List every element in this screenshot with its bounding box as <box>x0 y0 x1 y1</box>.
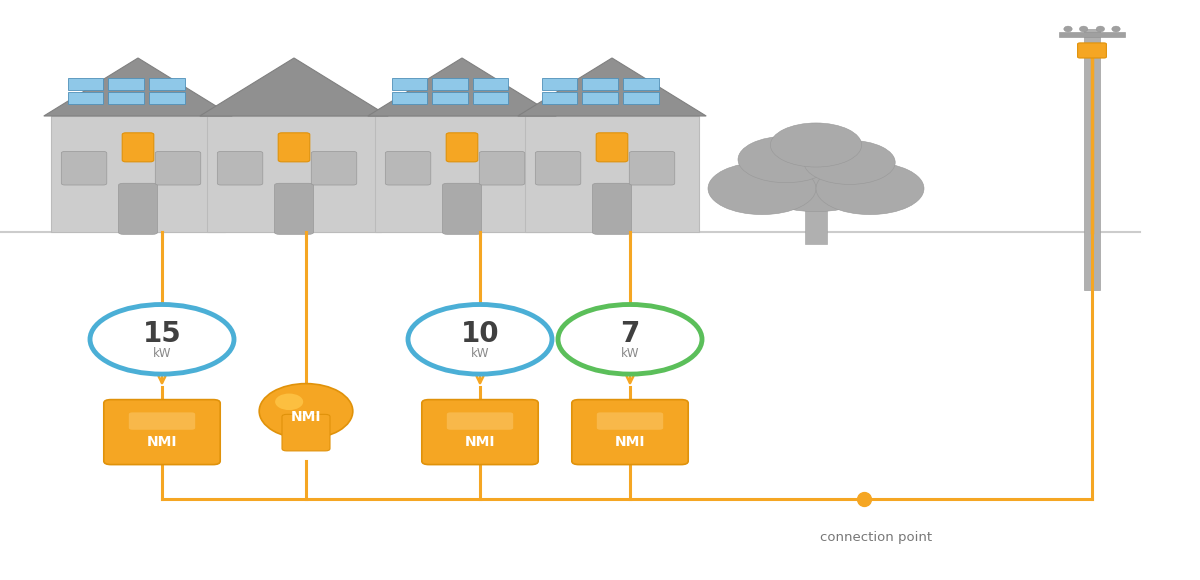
FancyBboxPatch shape <box>422 400 539 465</box>
Text: 10: 10 <box>461 320 499 348</box>
Text: kW: kW <box>470 347 490 360</box>
FancyBboxPatch shape <box>52 116 226 232</box>
FancyBboxPatch shape <box>446 412 514 430</box>
Ellipse shape <box>1080 26 1088 32</box>
FancyBboxPatch shape <box>541 92 577 104</box>
FancyBboxPatch shape <box>108 78 144 90</box>
FancyBboxPatch shape <box>473 92 509 104</box>
FancyBboxPatch shape <box>282 414 330 451</box>
FancyBboxPatch shape <box>391 92 427 104</box>
FancyBboxPatch shape <box>473 78 509 90</box>
Text: 15: 15 <box>143 320 181 348</box>
FancyBboxPatch shape <box>61 151 107 185</box>
Text: kW: kW <box>620 347 640 360</box>
FancyBboxPatch shape <box>629 151 674 185</box>
FancyBboxPatch shape <box>385 151 431 185</box>
Text: NMI: NMI <box>464 435 496 449</box>
FancyBboxPatch shape <box>526 116 698 232</box>
Circle shape <box>558 304 702 374</box>
FancyBboxPatch shape <box>572 400 689 465</box>
FancyBboxPatch shape <box>596 133 628 162</box>
Text: 7: 7 <box>620 320 640 348</box>
FancyBboxPatch shape <box>541 78 577 90</box>
Bar <box>1060 32 1126 37</box>
Ellipse shape <box>275 393 304 410</box>
Polygon shape <box>368 58 557 116</box>
Text: kW: kW <box>152 347 172 360</box>
FancyBboxPatch shape <box>582 92 618 104</box>
Bar <box>805 194 827 244</box>
Polygon shape <box>44 58 233 116</box>
FancyBboxPatch shape <box>275 183 313 234</box>
Circle shape <box>708 162 816 215</box>
FancyBboxPatch shape <box>623 92 659 104</box>
Circle shape <box>804 140 895 184</box>
FancyBboxPatch shape <box>149 92 185 104</box>
Text: NMI: NMI <box>290 409 322 423</box>
Circle shape <box>816 162 924 215</box>
Polygon shape <box>518 58 706 116</box>
FancyBboxPatch shape <box>582 78 618 90</box>
Circle shape <box>408 304 552 374</box>
FancyBboxPatch shape <box>623 78 659 90</box>
Ellipse shape <box>1111 26 1121 32</box>
FancyBboxPatch shape <box>155 151 200 185</box>
FancyBboxPatch shape <box>593 183 631 234</box>
FancyBboxPatch shape <box>278 133 310 162</box>
FancyBboxPatch shape <box>535 151 581 185</box>
FancyBboxPatch shape <box>1078 43 1106 58</box>
FancyBboxPatch shape <box>149 78 185 90</box>
FancyBboxPatch shape <box>596 412 664 430</box>
FancyBboxPatch shape <box>374 116 550 232</box>
FancyBboxPatch shape <box>119 183 157 234</box>
Circle shape <box>738 136 834 183</box>
FancyBboxPatch shape <box>128 412 196 430</box>
FancyBboxPatch shape <box>432 92 468 104</box>
FancyBboxPatch shape <box>217 151 263 185</box>
Bar <box>1085 29 1099 290</box>
Polygon shape <box>199 58 389 116</box>
Text: NMI: NMI <box>146 435 178 449</box>
FancyBboxPatch shape <box>122 133 154 162</box>
FancyBboxPatch shape <box>104 400 221 465</box>
Ellipse shape <box>1064 26 1073 32</box>
Circle shape <box>770 123 862 167</box>
FancyBboxPatch shape <box>391 78 427 90</box>
Circle shape <box>750 148 882 212</box>
FancyBboxPatch shape <box>432 78 468 90</box>
Ellipse shape <box>1097 26 1105 32</box>
FancyBboxPatch shape <box>67 78 103 90</box>
Circle shape <box>90 304 234 374</box>
FancyBboxPatch shape <box>443 183 481 234</box>
FancyBboxPatch shape <box>311 151 356 185</box>
FancyBboxPatch shape <box>479 151 524 185</box>
Text: connection point: connection point <box>820 531 932 543</box>
FancyBboxPatch shape <box>67 92 103 104</box>
FancyBboxPatch shape <box>446 133 478 162</box>
FancyBboxPatch shape <box>108 92 144 104</box>
Ellipse shape <box>259 383 353 438</box>
FancyBboxPatch shape <box>206 116 382 232</box>
Text: NMI: NMI <box>614 435 646 449</box>
